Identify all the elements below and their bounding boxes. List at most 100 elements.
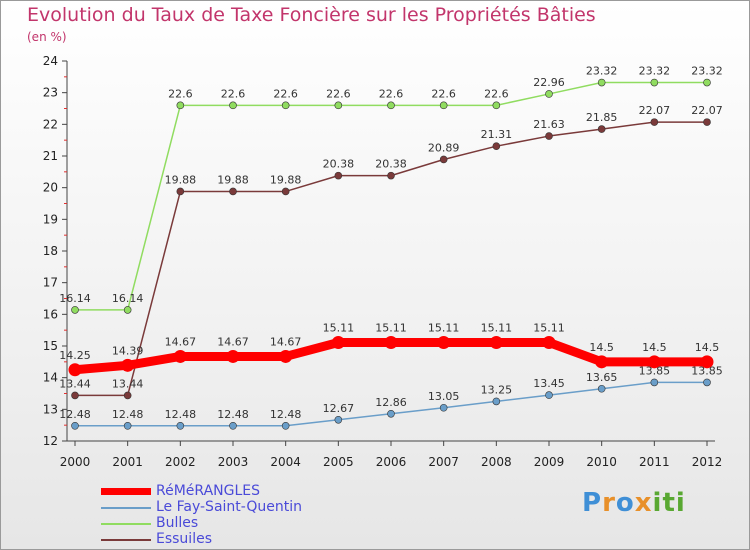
x-tick-label: 2012 bbox=[692, 455, 723, 469]
data-label: 22.07 bbox=[639, 104, 671, 117]
data-point bbox=[334, 415, 343, 424]
x-tick-label: 2006 bbox=[376, 455, 407, 469]
data-point bbox=[387, 101, 395, 110]
legend-swatch-essuiles bbox=[101, 539, 151, 541]
logo-letter: o bbox=[615, 488, 635, 518]
data-point bbox=[650, 118, 659, 126]
x-tick-label: 2007 bbox=[428, 455, 459, 469]
data-label: 13.45 bbox=[533, 377, 565, 390]
data-label: 13.05 bbox=[428, 390, 460, 403]
data-point bbox=[384, 336, 398, 350]
data-label: 14.39 bbox=[112, 344, 144, 357]
data-point bbox=[279, 349, 293, 363]
data-point bbox=[542, 336, 556, 350]
data-point bbox=[334, 171, 343, 180]
data-label: 15.11 bbox=[428, 322, 460, 335]
data-label: 13.85 bbox=[639, 364, 671, 377]
data-label: 14.5 bbox=[695, 341, 720, 354]
y-tick-label: 20 bbox=[43, 181, 58, 195]
x-tick-label: 2005 bbox=[323, 455, 354, 469]
data-label: 23.32 bbox=[639, 65, 671, 78]
data-label: 12.48 bbox=[165, 408, 197, 421]
data-point bbox=[439, 101, 448, 110]
data-label: 22.96 bbox=[533, 76, 565, 89]
data-point bbox=[229, 187, 237, 196]
data-label: 19.88 bbox=[165, 173, 197, 186]
data-point bbox=[647, 355, 661, 369]
y-tick-label: 24 bbox=[43, 54, 58, 68]
data-label: 12.86 bbox=[375, 396, 407, 409]
data-label: 12.48 bbox=[59, 408, 91, 421]
y-tick-label: 15 bbox=[43, 339, 58, 353]
data-point bbox=[281, 187, 290, 196]
data-point bbox=[597, 125, 606, 133]
data-label: 14.5 bbox=[589, 341, 614, 354]
data-label: 22.6 bbox=[326, 87, 351, 100]
data-point bbox=[387, 409, 395, 418]
data-point bbox=[123, 421, 132, 430]
x-tick-label: 2004 bbox=[270, 455, 301, 469]
data-label: 19.88 bbox=[270, 173, 302, 186]
y-tick-label: 21 bbox=[43, 149, 58, 163]
y-tick-label: 17 bbox=[43, 276, 58, 290]
legend-swatch-remerangles bbox=[101, 488, 151, 495]
data-point bbox=[334, 101, 343, 110]
data-point bbox=[71, 421, 79, 430]
data-label: 22.6 bbox=[273, 87, 298, 100]
data-label: 12.67 bbox=[323, 402, 355, 415]
data-point bbox=[71, 391, 79, 400]
y-tick-label: 19 bbox=[43, 212, 58, 226]
data-point bbox=[281, 101, 290, 110]
data-label: 13.44 bbox=[112, 377, 144, 390]
x-tick-label: 2001 bbox=[112, 455, 143, 469]
x-tick-label: 2003 bbox=[218, 455, 249, 469]
logo-letter: i bbox=[675, 488, 686, 518]
data-label: 14.67 bbox=[217, 335, 249, 348]
data-point bbox=[173, 349, 187, 363]
data-label: 20.89 bbox=[428, 141, 460, 154]
data-label: 13.44 bbox=[59, 377, 91, 390]
data-label: 13.65 bbox=[586, 371, 618, 384]
y-tick-label: 12 bbox=[43, 434, 58, 448]
data-label: 23.32 bbox=[586, 65, 618, 78]
data-label: 12.48 bbox=[217, 408, 249, 421]
data-label: 15.11 bbox=[481, 322, 513, 335]
data-point bbox=[123, 306, 132, 314]
logo-letter: x bbox=[634, 488, 653, 518]
data-label: 22.6 bbox=[379, 87, 404, 100]
legend-swatch-le-fay-saint-quentin bbox=[101, 507, 151, 509]
y-tick-label: 14 bbox=[43, 371, 58, 385]
data-point bbox=[650, 78, 659, 87]
data-point bbox=[176, 421, 185, 430]
y-tick-label: 23 bbox=[43, 86, 58, 100]
data-label: 12.48 bbox=[112, 408, 144, 421]
data-point bbox=[492, 397, 501, 406]
data-label: 20.38 bbox=[375, 158, 407, 171]
x-tick-label: 2011 bbox=[639, 455, 670, 469]
data-point bbox=[281, 421, 290, 430]
logo-letter: i bbox=[652, 488, 663, 518]
data-point bbox=[703, 78, 711, 87]
data-point bbox=[439, 403, 448, 412]
data-label: 20.38 bbox=[323, 158, 355, 171]
data-point bbox=[176, 187, 185, 196]
data-label: 19.88 bbox=[217, 173, 249, 186]
data-label: 23.32 bbox=[691, 65, 723, 78]
y-tick-label: 22 bbox=[43, 117, 58, 131]
data-point bbox=[331, 336, 345, 350]
data-point bbox=[229, 101, 237, 110]
data-point bbox=[226, 349, 240, 363]
data-label: 15.11 bbox=[375, 322, 407, 335]
data-point bbox=[700, 355, 714, 369]
data-label: 14.67 bbox=[270, 335, 302, 348]
data-label: 22.6 bbox=[221, 87, 246, 100]
x-tick-label: 2010 bbox=[586, 455, 617, 469]
data-point bbox=[71, 306, 79, 314]
y-tick-label: 18 bbox=[43, 244, 58, 258]
legend-label-bulles: Bulles bbox=[156, 515, 199, 531]
data-point bbox=[387, 171, 395, 180]
legend-label-le-fay-saint-quentin: Le Fay-Saint-Quentin bbox=[156, 499, 302, 515]
data-point bbox=[595, 355, 609, 369]
